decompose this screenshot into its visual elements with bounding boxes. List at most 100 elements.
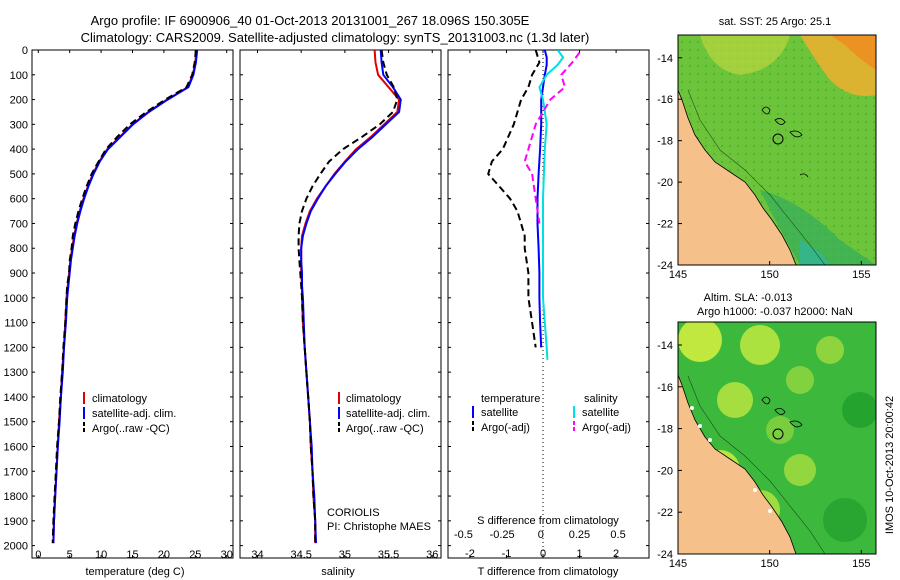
difference-legend: temperature salinity satellite satellite… xyxy=(472,393,631,434)
s-diff-tick-label: 0.25 xyxy=(569,529,590,541)
depth-tick-label: 0 xyxy=(22,45,28,57)
salinity-axes xyxy=(239,49,442,559)
lat-tick-label: -22 xyxy=(657,507,673,519)
imos-watermark: IMOS 10-Oct-2013 20:00:42 xyxy=(884,396,896,534)
lat-tick-label: -16 xyxy=(657,94,673,106)
salinity-legend: climatology satellite-adj. clim. Argo(..… xyxy=(327,392,431,533)
x-tick-label: 25 xyxy=(189,549,201,561)
series-line xyxy=(51,50,197,544)
legend-climatology: climatology xyxy=(346,393,402,405)
map2-frame xyxy=(677,321,877,555)
x-tick-label: 20 xyxy=(158,549,170,561)
salinity-xlabel: salinity xyxy=(321,566,355,578)
depth-tick-label: 1100 xyxy=(4,318,28,330)
lat-tick-label: -22 xyxy=(657,219,673,231)
legend-satellite: satellite-adj. clim. xyxy=(346,408,430,420)
depth-axis: 0 100 200 300 400 500 600 700 800 900 1000 1100 1200… xyxy=(4,45,649,553)
map1-title: sat. SST: 25 Argo: 25.1 xyxy=(719,16,832,28)
s-diff-tick-label: 0 xyxy=(538,529,544,541)
lat-tick-label: -16 xyxy=(657,382,673,394)
depth-tick-label: 1300 xyxy=(4,367,28,379)
depth-tick-label: 900 xyxy=(10,268,28,280)
map2-title-line2: Argo h1000: -0.037 h2000: NaN xyxy=(697,306,853,318)
depth-tick-label: 100 xyxy=(10,70,28,82)
difference-xlabel-t: T difference from climatology xyxy=(478,566,619,578)
legend-s-argo: Argo(-adj) xyxy=(582,422,631,434)
legend-t-satellite: satellite xyxy=(481,407,518,419)
x-tick-label: 15 xyxy=(126,549,138,561)
salinity-series xyxy=(297,50,402,544)
map2-title-line1: Altim. SLA: -0.013 xyxy=(704,292,793,304)
difference-xlabel-s: S difference from climatology xyxy=(477,515,619,527)
lat-tick-label: -14 xyxy=(657,53,673,65)
series-line xyxy=(536,50,548,348)
series-line xyxy=(538,50,565,360)
series-line xyxy=(52,50,199,544)
sst-map xyxy=(678,35,876,265)
depth-tick-label: 1600 xyxy=(4,441,28,453)
s-diff-tick-label: 0.5 xyxy=(610,529,625,541)
lat-tick-label: -24 xyxy=(657,549,673,561)
lat-tick-label: -14 xyxy=(657,340,673,352)
depth-tick-label: 200 xyxy=(10,95,28,107)
depth-tick-label: 400 xyxy=(10,144,28,156)
depth-tick-label: 1400 xyxy=(4,392,28,404)
lat-tick-label: -18 xyxy=(657,424,673,436)
chart-title-line1: Argo profile: IF 6900906_40 01-Oct-2013 … xyxy=(91,13,530,28)
depth-tick-label: 800 xyxy=(10,243,28,255)
lon-tick-label: 150 xyxy=(760,269,778,281)
x-tick-label: 0 xyxy=(35,549,41,561)
depth-tick-label: 1200 xyxy=(4,342,28,354)
depth-tick-label: 300 xyxy=(10,119,28,131)
x-tick-label: 10 xyxy=(95,549,107,561)
map1-frame xyxy=(677,34,877,266)
series-line xyxy=(52,50,198,544)
difference-axes xyxy=(447,49,650,559)
lat-tick-label: -18 xyxy=(657,136,673,148)
temperature-x-axis: 0 5 10 15 20 25 30 xyxy=(35,50,233,561)
lon-tick-label: 145 xyxy=(669,558,687,570)
depth-tick-label: 600 xyxy=(10,194,28,206)
salinity-x-axis: 34 34.5 35 35.5 36 xyxy=(251,50,438,561)
x-tick-label: 2 xyxy=(613,548,619,560)
legend-t-argo: Argo(-adj) xyxy=(481,422,530,434)
depth-tick-label: 1700 xyxy=(4,466,28,478)
legend-salinity-title: salinity xyxy=(584,393,618,405)
depth-tick-label: 2000 xyxy=(4,541,28,553)
x-tick-label: 30 xyxy=(221,549,233,561)
s-diff-tick-label: -0.25 xyxy=(490,529,515,541)
x-tick-label: 35.5 xyxy=(378,549,399,561)
chart-title-line2: Climatology: CARS2009. Satellite-adjuste… xyxy=(81,30,590,45)
depth-tick-label: 1900 xyxy=(4,516,28,528)
depth-tick-label: 1000 xyxy=(4,293,28,305)
x-tick-label: 34 xyxy=(251,549,263,561)
legend-satellite: satellite-adj. clim. xyxy=(92,408,176,420)
difference-series xyxy=(487,50,581,558)
x-tick-label: 34.5 xyxy=(290,549,311,561)
lon-tick-label: 155 xyxy=(852,558,870,570)
depth-tick-label: 1500 xyxy=(4,417,28,429)
lon-tick-label: 150 xyxy=(760,558,778,570)
depth-tick-label: 700 xyxy=(10,218,28,230)
legend-argo: Argo(..raw -QC) xyxy=(92,423,170,435)
annotation-coriolis: CORIOLIS xyxy=(327,507,380,519)
lon-tick-label: 145 xyxy=(669,269,687,281)
x-tick-label: -1 xyxy=(502,548,512,560)
legend-climatology: climatology xyxy=(92,393,148,405)
x-tick-label: 5 xyxy=(67,549,73,561)
s-diff-tick-label: -0.5 xyxy=(454,529,473,541)
sla-map xyxy=(678,322,876,554)
lat-tick-label: -20 xyxy=(657,177,673,189)
lat-tick-label: -24 xyxy=(657,260,673,272)
lat-tick-label: -20 xyxy=(657,465,673,477)
series-line xyxy=(300,50,401,544)
depth-tick-label: 500 xyxy=(10,169,28,181)
temperature-xlabel: temperature (deg C) xyxy=(85,566,184,578)
series-line xyxy=(523,51,581,224)
lon-tick-label: 155 xyxy=(852,269,870,281)
x-tick-label: -2 xyxy=(465,548,475,560)
legend-s-satellite: satellite xyxy=(582,407,619,419)
series-line xyxy=(300,50,402,544)
